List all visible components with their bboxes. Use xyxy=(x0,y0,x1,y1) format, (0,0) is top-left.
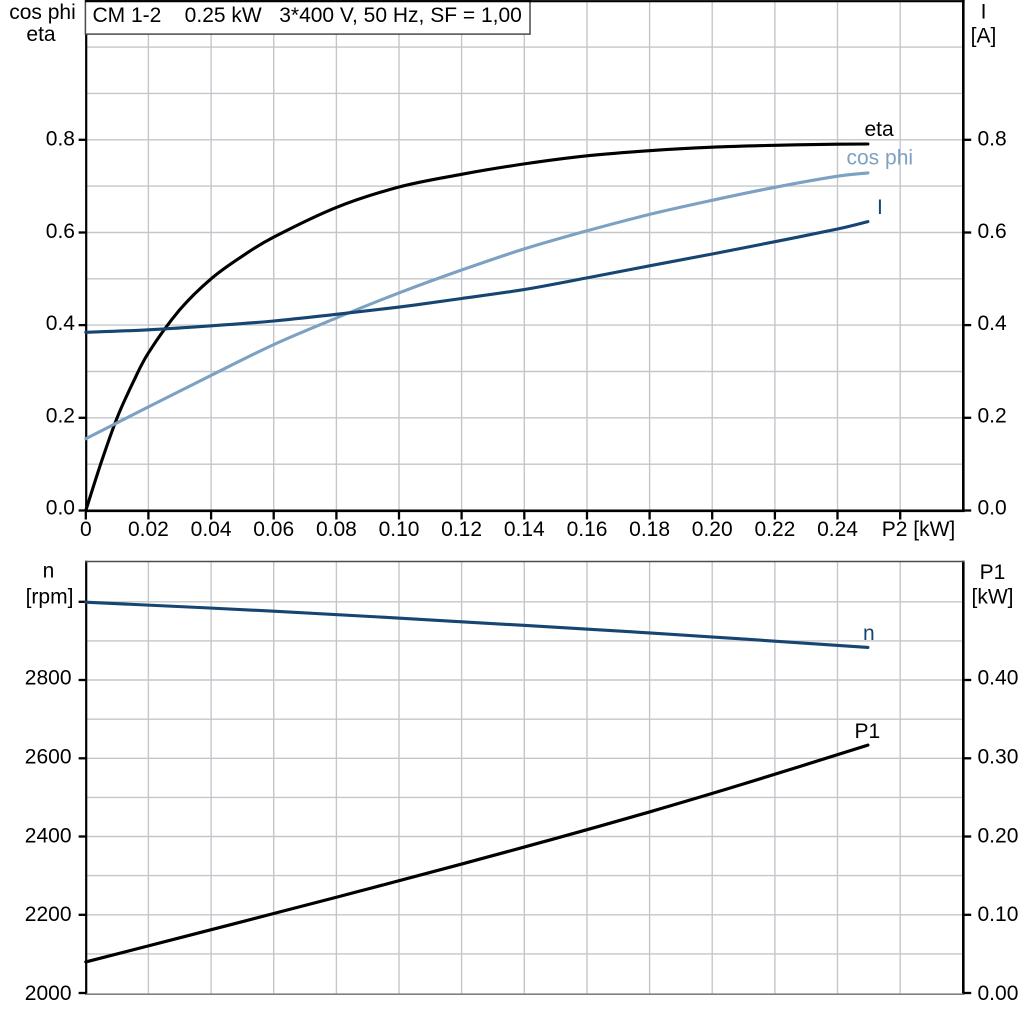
svg-text:0.22: 0.22 xyxy=(754,518,795,541)
svg-text:0.4: 0.4 xyxy=(978,312,1008,335)
svg-text:0.02: 0.02 xyxy=(128,518,169,541)
svg-text:cos phi: cos phi xyxy=(9,1,76,24)
svg-text:0.20: 0.20 xyxy=(692,518,733,541)
svg-text:0.8: 0.8 xyxy=(46,128,75,151)
svg-text:P1: P1 xyxy=(855,720,881,743)
svg-text:0.04: 0.04 xyxy=(191,518,232,541)
svg-text:I: I xyxy=(981,1,987,24)
svg-text:0.00: 0.00 xyxy=(978,982,1019,1005)
svg-text:n: n xyxy=(43,560,55,583)
svg-text:0.24: 0.24 xyxy=(817,518,858,541)
svg-text:0.06: 0.06 xyxy=(253,518,294,541)
svg-text:0.4: 0.4 xyxy=(46,312,76,335)
svg-text:0.10: 0.10 xyxy=(978,903,1019,926)
svg-text:0.6: 0.6 xyxy=(978,220,1007,243)
svg-text:[A]: [A] xyxy=(971,25,997,48)
svg-text:0.16: 0.16 xyxy=(567,518,608,541)
svg-text:2000: 2000 xyxy=(25,982,72,1005)
svg-text:0.30: 0.30 xyxy=(978,746,1019,769)
svg-text:0.10: 0.10 xyxy=(379,518,420,541)
svg-text:0.20: 0.20 xyxy=(978,824,1019,847)
svg-text:2200: 2200 xyxy=(25,903,72,926)
svg-text:0.2: 0.2 xyxy=(978,404,1007,427)
svg-text:0: 0 xyxy=(80,518,92,541)
svg-text:0.08: 0.08 xyxy=(316,518,357,541)
svg-text:cos phi: cos phi xyxy=(847,147,914,170)
svg-text:P2 [kW]: P2 [kW] xyxy=(882,518,956,541)
svg-text:eta: eta xyxy=(26,23,56,46)
svg-text:[kW]: [kW] xyxy=(972,586,1014,609)
svg-text:2600: 2600 xyxy=(25,746,72,769)
svg-text:0.0: 0.0 xyxy=(978,497,1007,520)
svg-text:[rpm]: [rpm] xyxy=(26,586,74,609)
svg-text:0.2: 0.2 xyxy=(46,404,75,427)
svg-text:0.14: 0.14 xyxy=(504,518,545,541)
svg-text:eta: eta xyxy=(865,118,895,141)
svg-text:P1: P1 xyxy=(980,561,1006,584)
svg-text:0.18: 0.18 xyxy=(629,518,670,541)
svg-text:2800: 2800 xyxy=(25,667,72,690)
svg-text:0.40: 0.40 xyxy=(978,667,1019,690)
svg-text:0.12: 0.12 xyxy=(441,518,482,541)
svg-text:0.8: 0.8 xyxy=(978,128,1007,151)
svg-text:n: n xyxy=(863,622,875,645)
svg-text:0.6: 0.6 xyxy=(46,220,75,243)
svg-text:2400: 2400 xyxy=(25,824,72,847)
svg-text:0.0: 0.0 xyxy=(46,497,75,520)
svg-text:I: I xyxy=(877,196,883,219)
svg-text:CM 1-2 0.25 kW 3*400 V, 5: CM 1-2 0.25 kW 3*400 V, 50 Hz, SF = 1,00 xyxy=(93,4,522,27)
